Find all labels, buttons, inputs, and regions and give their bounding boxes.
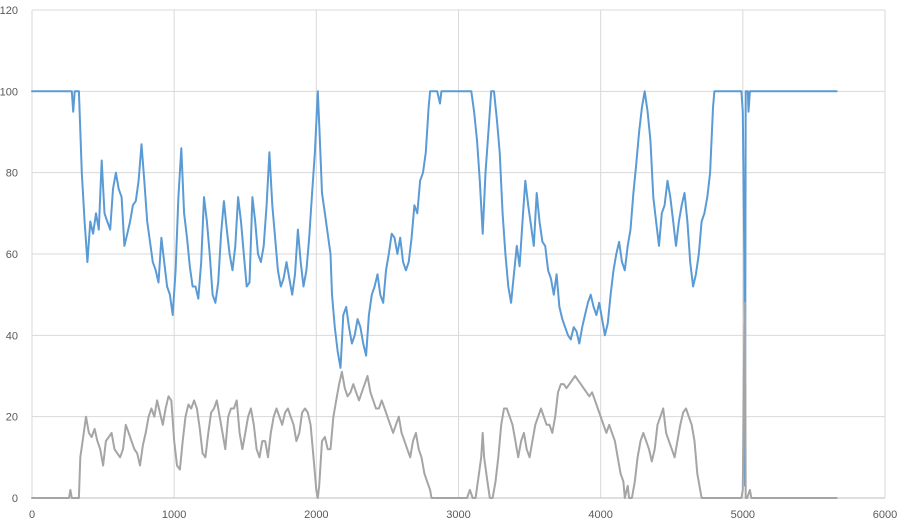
x-tick-label: 0 [29,509,35,521]
x-tick-label: 3000 [446,509,470,521]
y-tick-label: 120 [0,5,18,17]
y-tick-label: 0 [12,493,18,505]
y-tick-label: 60 [6,249,18,261]
x-tick-label: 2000 [304,509,328,521]
x-tick-label: 4000 [588,509,612,521]
y-tick-label: 100 [0,86,18,98]
series-line-1 [31,90,838,487]
series-layer [31,90,838,499]
y-tick-label: 40 [6,330,18,342]
x-tick-label: 6000 [873,509,897,521]
y-tick-label: 80 [6,168,18,180]
tick-labels: 0 20 40 60 80 100 120 0 1000 2000 3000 4000 5000 6000 [0,5,897,521]
series-line-2 [31,301,838,499]
x-tick-label: 1000 [162,509,186,521]
y-tick-label: 20 [6,412,18,424]
x-tick-label: 5000 [731,509,755,521]
